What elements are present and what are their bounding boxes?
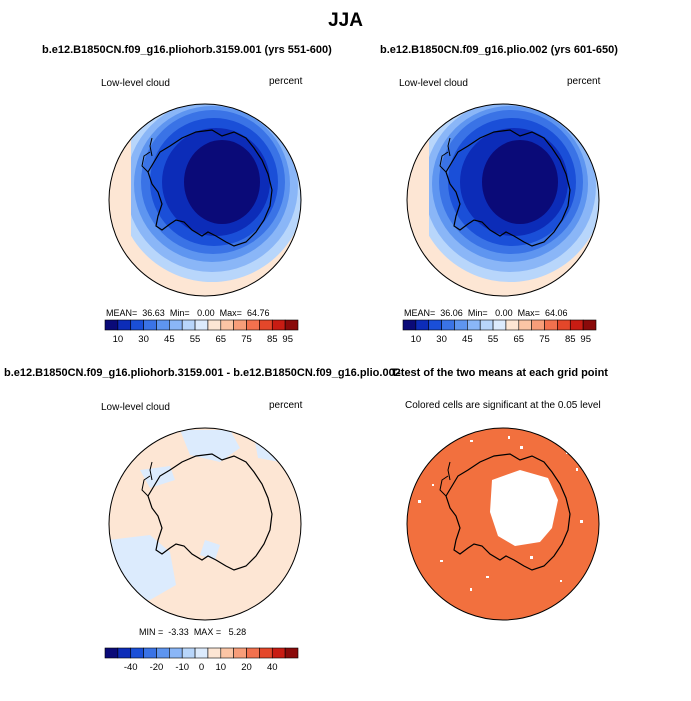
colorbar-top-left-swatch	[233, 319, 247, 331]
colorbar-top-left-swatch	[143, 319, 157, 331]
stats-top-right: MEAN= 36.06 Min= 0.00 Max= 64.06	[404, 308, 568, 318]
colorbar-top-right-swatch	[454, 319, 468, 331]
panel-title-top-left: b.e12.B1850CN.f09_g16.pliohorb.3159.001 …	[42, 44, 332, 56]
colorbar-top-left-swatch	[207, 319, 222, 331]
stats-top-left: MEAN= 36.63 Min= 0.00 Max= 64.76	[106, 308, 270, 318]
colorbar-top-left-swatch	[220, 319, 234, 331]
units-label-top-right: percent	[567, 76, 601, 87]
colorbar-top-right-swatch	[415, 319, 430, 331]
colorbars: 10 30 45 55 65 75 85 95 10 30 45 55 65 75 85 95 -40 -20 -1…	[104, 319, 597, 673]
colorbar-top-right-swatch	[557, 319, 571, 331]
colorbar-top-left-swatch	[181, 319, 196, 331]
colorbar-top-right-swatch	[428, 319, 442, 331]
colorbar-top-right-tick-label: 55	[488, 334, 499, 345]
colorbar-top-right-swatch	[402, 319, 417, 331]
colorbar-bottom-left-swatch	[246, 647, 260, 659]
variable-label-top-left: Low-level cloud	[101, 78, 170, 89]
colorbar-top-right-swatch	[505, 319, 520, 331]
colorbar-bottom-left-swatch	[194, 647, 209, 659]
colorbar-top-right-tick-label: 65	[514, 334, 525, 345]
colorbar-top-right-swatch	[479, 319, 494, 331]
colorbar-bottom-left-swatch	[104, 647, 119, 659]
colorbar-bottom-left-swatch	[181, 647, 196, 659]
colorbar-top-right-tick-label: 45	[462, 334, 473, 345]
panel-title-bottom-left: b.e12.B1850CN.f09_g16.pliohorb.3159.001 …	[4, 367, 401, 379]
variable-label-top-right: Low-level cloud	[399, 78, 468, 89]
colorbar-bottom-left-tick-label: 40	[267, 662, 278, 673]
colorbar-top-left-swatch	[194, 319, 209, 331]
units-label-bottom-left: percent	[269, 400, 303, 411]
colorbar-top-left-swatch	[117, 319, 132, 331]
colorbar-top-right-swatch	[467, 319, 481, 331]
colorbar-bottom-left-tick-label: 20	[241, 662, 252, 673]
colorbar-top-left-tick-label: 85	[267, 334, 278, 345]
colorbar-top-right-swatch	[544, 319, 558, 331]
colorbar-bottom-left-tick-label: 10	[216, 662, 227, 673]
colorbar-top-left-tick-label: 10	[113, 334, 124, 345]
colorbar-top-left-swatch	[156, 319, 170, 331]
colorbar-top-left-tick-label: 65	[216, 334, 227, 345]
colorbar-bottom-left-swatch	[207, 647, 222, 659]
colorbar-top-left-tick-label: 75	[241, 334, 252, 345]
colorbar-bottom-left-swatch	[156, 647, 170, 659]
colorbar-top-left-tick-label: 30	[138, 334, 149, 345]
colorbar-bottom-left-swatch	[220, 647, 234, 659]
colorbar-top-left-swatch	[259, 319, 273, 331]
colorbar-top-right-swatch	[441, 319, 455, 331]
significance-note: Colored cells are significant at the 0.0…	[405, 400, 601, 411]
colorbar-bottom-left-tick-label: -10	[175, 662, 189, 673]
colorbar-top-left-tick-label: 55	[190, 334, 201, 345]
colorbar-top-right-swatch	[582, 319, 597, 331]
colorbar-top-right-tick-label: 30	[436, 334, 447, 345]
map-bottom-right	[406, 427, 600, 621]
colorbar-top-left-tick-label: 95	[282, 334, 293, 345]
panel-title-top-right: b.e12.B1850CN.f09_g16.plio.002 (yrs 601-…	[380, 44, 618, 56]
figure-title: JJA	[328, 10, 363, 31]
colorbar-top-left-swatch	[169, 319, 183, 331]
colorbar-top-right-tick-label: 75	[539, 334, 550, 345]
variable-label-bottom-left: Low-level cloud	[101, 402, 170, 413]
colorbar-top-right-tick-label: 95	[580, 334, 591, 345]
colorbar-bottom-left-swatch	[130, 647, 144, 659]
panel-title-bottom-right: T-test of the two means at each grid poi…	[391, 367, 608, 379]
stats-bottom-left: MIN = -3.33 MAX = 5.28	[139, 627, 247, 637]
colorbar-top-left-swatch	[130, 319, 144, 331]
colorbar-top-left-swatch	[271, 319, 286, 331]
colorbar-bottom-left-swatch	[259, 647, 273, 659]
colorbar-bottom-left-swatch	[233, 647, 247, 659]
colorbar-top-right-tick-label: 10	[411, 334, 422, 345]
colorbar-top-right-swatch	[569, 319, 584, 331]
colorbar-top-left-tick-label: 45	[164, 334, 175, 345]
units-label-top-left: percent	[269, 76, 303, 87]
colorbar-top-left-swatch	[104, 319, 119, 331]
colorbar-top-right-swatch	[518, 319, 532, 331]
colorbar-top-left-swatch	[284, 319, 299, 331]
colorbar-bottom-left-swatch	[143, 647, 157, 659]
colorbar-bottom-left-swatch	[271, 647, 286, 659]
map-top-right	[406, 103, 600, 297]
colorbar-top-left-swatch	[246, 319, 260, 331]
colorbar-top-right-swatch	[531, 319, 545, 331]
colorbar-top-right-tick-label: 85	[565, 334, 576, 345]
colorbar-bottom-left-swatch	[169, 647, 183, 659]
colorbar-bottom-left-swatch	[117, 647, 132, 659]
colorbar-bottom-left-tick-label: -20	[150, 662, 164, 673]
colorbar-bottom-left-tick-label: 0	[199, 662, 204, 673]
map-top-left	[108, 103, 302, 297]
colorbar-bottom-left-swatch	[284, 647, 299, 659]
colorbar-top-right-swatch	[492, 319, 507, 331]
colorbar-bottom-left-tick-label: -40	[124, 662, 138, 673]
map-bottom-left	[108, 427, 302, 621]
